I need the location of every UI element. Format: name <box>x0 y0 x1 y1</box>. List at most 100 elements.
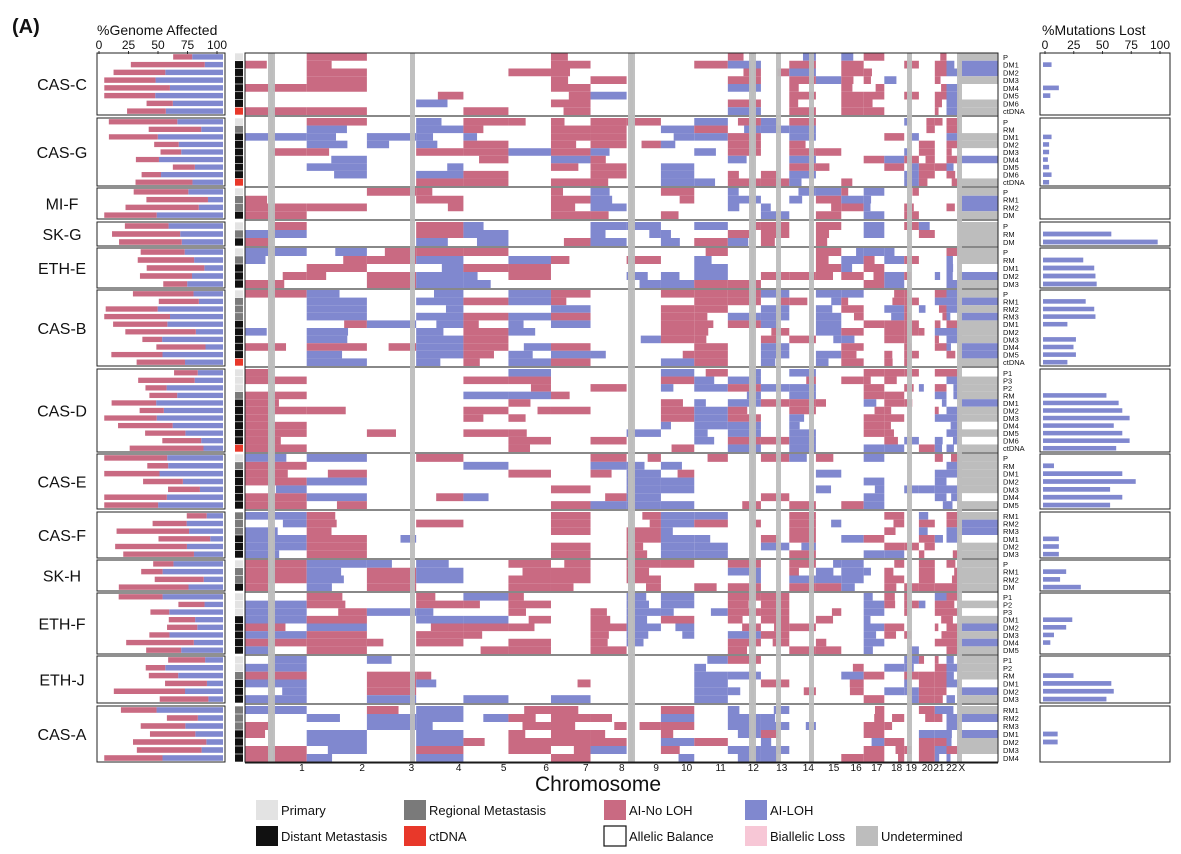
heatmap-cell <box>626 501 661 509</box>
heatmap-cell <box>727 567 761 576</box>
heatmap-cell <box>550 527 591 535</box>
heatmap-cell <box>463 695 509 703</box>
heatmap-cell <box>815 264 842 272</box>
sample-label: RM2 <box>1003 714 1019 723</box>
heatmap-cell <box>918 656 925 664</box>
legend-label-ai_loh: AI-LOH <box>770 803 813 818</box>
heatmap-cell <box>245 399 279 407</box>
heatmap-cell <box>946 623 960 632</box>
heatmap-cell <box>590 230 606 238</box>
heatmap-cell <box>874 485 885 494</box>
heatmap-cell <box>508 358 551 366</box>
genome-bar-loh <box>194 377 223 383</box>
sample-type-cell <box>235 203 243 211</box>
heatmap-cell <box>727 280 761 288</box>
legend-swatch-ai_loh <box>745 800 767 820</box>
heatmap-cell <box>892 297 905 306</box>
panel-label: (A) <box>12 16 40 38</box>
heatmap-cell <box>863 384 885 392</box>
heatmap-cell <box>959 178 998 186</box>
sample-type-cell <box>235 272 243 280</box>
heatmap-cell <box>815 76 842 84</box>
mutations-lost-bar <box>1043 172 1052 177</box>
heatmap-cell <box>884 305 905 313</box>
heatmap-cell <box>416 560 449 568</box>
heatmap-cell <box>942 501 947 509</box>
heatmap-cell <box>934 671 947 680</box>
heatmap-cell <box>366 140 390 149</box>
sample-label: RM <box>1003 256 1015 265</box>
heatmap-cell <box>508 264 551 272</box>
genome-bar-noloh <box>113 321 168 327</box>
chromosome-label: 13 <box>776 763 788 774</box>
heatmap-cell <box>626 567 650 576</box>
genome-bar-noloh <box>115 543 187 550</box>
genome-bar-loh <box>189 528 223 534</box>
mutation-panel-frame <box>1039 117 1171 187</box>
genome-bar-loh <box>186 543 223 550</box>
heatmap-cell <box>463 335 509 344</box>
heatmap-cell <box>789 623 816 632</box>
chromosome-label: 10 <box>681 763 693 774</box>
heatmap-cell <box>660 542 695 551</box>
heatmap-cell <box>863 646 873 654</box>
heatmap-cell <box>508 608 526 616</box>
heatmap-cell <box>959 663 998 672</box>
heatmap-cell <box>789 384 816 392</box>
heatmap-cell <box>463 343 509 351</box>
heatmap-cell <box>660 320 695 328</box>
heatmap-cell <box>306 350 343 359</box>
heatmap-cell <box>306 714 340 722</box>
heatmap-cell <box>946 593 960 601</box>
sample-label: DM4 <box>1003 754 1019 763</box>
heatmap-cell <box>400 535 417 543</box>
genome-bar-loh <box>205 344 223 350</box>
heatmap-cell <box>946 335 960 344</box>
sample-label: DM2 <box>1003 543 1019 552</box>
heatmap-cell <box>863 211 885 219</box>
heatmap-cell <box>959 290 998 298</box>
genome-panel-frame <box>96 559 226 592</box>
sample-type-cell <box>235 369 243 377</box>
heatmap-cell <box>863 280 885 288</box>
heatmap-cell <box>946 91 960 100</box>
heatmap-cell <box>590 222 627 230</box>
sample-label: DM3 <box>1003 148 1019 157</box>
undetermined-band <box>751 53 756 762</box>
heatmap-cell <box>660 399 683 407</box>
genome-bar-loh <box>195 329 223 335</box>
mutations-lost-bar <box>1043 299 1086 304</box>
heatmap-cell <box>366 567 417 576</box>
heatmap-cell <box>626 575 661 584</box>
mutation-panel-frame <box>1039 655 1171 704</box>
genome-bar-noloh <box>168 617 196 623</box>
genome-bar-loh <box>166 385 223 391</box>
heatmap-cell <box>798 188 816 196</box>
heatmap-cell <box>660 406 695 415</box>
heatmap-cell <box>871 738 885 746</box>
mutations-lost-bar <box>1043 479 1136 484</box>
heatmap-cell <box>245 238 270 246</box>
sample-type-cell <box>235 407 243 414</box>
sample-type-cell <box>235 583 243 591</box>
genome-tick-label: 100 <box>207 38 227 52</box>
heatmap-cell <box>863 454 885 462</box>
heatmap-cell <box>508 600 551 609</box>
heatmap-cell <box>959 264 998 272</box>
genome-bar-loh <box>206 680 223 687</box>
heatmap-cell <box>863 107 885 115</box>
sample-type-cell <box>235 92 243 100</box>
heatmap-cell <box>841 583 855 591</box>
heatmap-cell <box>590 384 627 392</box>
heatmap-cell <box>344 320 367 328</box>
mutations-lost-bar <box>1043 544 1059 549</box>
sample-type-cell <box>235 608 243 616</box>
heatmap-cell <box>416 706 464 714</box>
sample-label: ctDNA <box>1003 107 1025 116</box>
sample-label: DM3 <box>1003 550 1019 559</box>
genome-panel-frame <box>96 52 226 116</box>
genome-bar-noloh <box>125 204 199 211</box>
heatmap-cell <box>946 328 960 336</box>
genome-bar-noloh <box>149 632 170 638</box>
heatmap-cell <box>626 535 661 543</box>
